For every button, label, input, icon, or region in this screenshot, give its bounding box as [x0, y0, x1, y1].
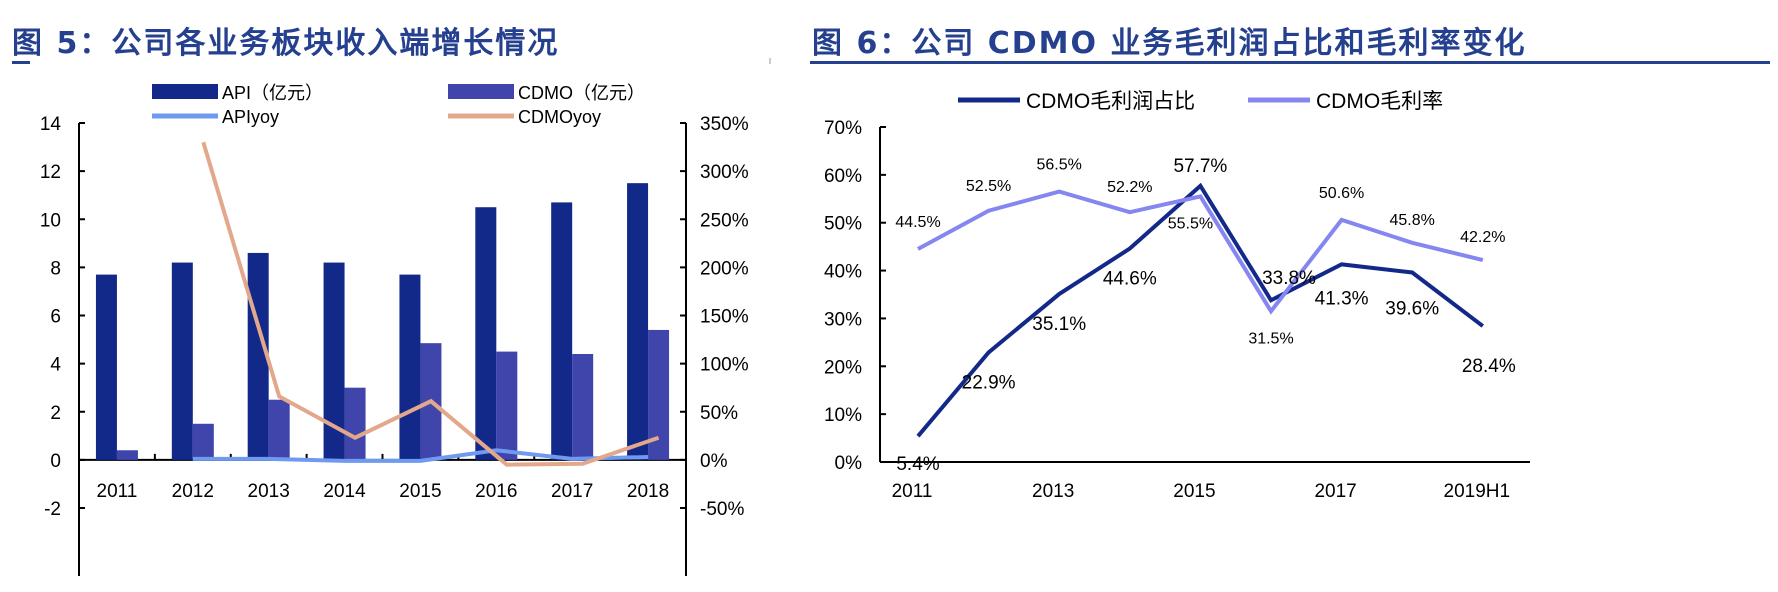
bar-cdmo [496, 351, 518, 460]
y-tick-label-left: -2 [44, 499, 61, 520]
data-label: 52.2% [1107, 179, 1152, 196]
bar-cdmo [192, 423, 214, 460]
y-tick-label: 10% [824, 405, 862, 426]
legend-label: APIyoy [222, 107, 279, 127]
bar-api [323, 262, 345, 460]
data-label: 55.5% [1168, 215, 1213, 232]
x-tick-label: 2016 [475, 481, 517, 502]
legend-label: API（亿元） [222, 83, 323, 103]
y-tick-label: 0% [835, 453, 863, 474]
legend-label: CDMO毛利率 [1316, 90, 1443, 113]
y-tick-label-left: 12 [40, 162, 61, 183]
left-chart: 14 12 10 8 6 4 2 0 -2 350% 300% 250% 200% 150% 100% 50%… [40, 83, 749, 576]
y-tick-label-left: 4 [50, 355, 61, 376]
chart-title-left: 图 5：公司各业务板块收入端增长情况 [12, 26, 560, 61]
y-tick-label-left: 10 [40, 210, 61, 231]
bar-api [475, 207, 497, 460]
y-tick-label-right: 350% [700, 114, 749, 135]
y-tick-label-right: 50% [700, 403, 738, 424]
chart-title-right: 图 6：公司 CDMO 业务毛利润占比和毛利率变化 [812, 26, 1527, 61]
y-tick-label: 70% [824, 118, 862, 139]
bar-cdmo [344, 387, 366, 460]
y-tick-label: 50% [824, 214, 862, 235]
y-tick-label-left: 0 [50, 451, 61, 472]
y-tick-label: 60% [824, 166, 862, 187]
y-tick-label-left: 2 [50, 403, 61, 424]
x-tick-label: 2013 [1032, 481, 1074, 502]
data-label: 5.4% [896, 454, 939, 475]
x-tick-label: 2018 [627, 481, 669, 502]
line-apiyoy [192, 448, 649, 463]
data-label: 44.5% [895, 214, 940, 231]
y-tick-label-right: 150% [700, 307, 749, 328]
data-label: 42.2% [1460, 229, 1505, 246]
data-label: 35.1% [1032, 314, 1086, 335]
line-gross-margin [917, 189, 1484, 315]
y-tick-label-right: 0% [700, 451, 728, 472]
bar-api [551, 202, 573, 460]
y-tick-label-left: 6 [50, 307, 61, 328]
data-label: 52.5% [966, 178, 1011, 195]
y-tick-label: 20% [824, 357, 862, 378]
y-tick-label-right: 300% [700, 162, 749, 183]
bar-cdmo [572, 354, 594, 460]
title-underline-right [810, 61, 1770, 64]
legend-label: CDMO毛利润占比 [1026, 90, 1195, 113]
bar-cdmo [268, 399, 290, 460]
data-label: 50.6% [1319, 185, 1364, 202]
y-tick-label-right: 100% [700, 355, 749, 376]
x-tick-label: 2014 [323, 481, 366, 502]
title-underline-left [12, 61, 30, 64]
line-gross-profit-share [916, 182, 1485, 438]
bar-api [171, 262, 193, 460]
x-tick-label: 2012 [172, 481, 214, 502]
legend-label: CDMOyoy [518, 107, 601, 127]
y-tick-label-left: 8 [50, 258, 61, 279]
right-chart: 70% 60% 50% 40% 30% 20% 10% 0% 2011 2013 2015 2017 2… [824, 90, 1530, 502]
bar-api [95, 274, 117, 460]
y-tick-label-left: 14 [40, 114, 62, 135]
line-cdmoyoy [201, 141, 660, 467]
bar-api [627, 183, 649, 460]
y-tick-label: 40% [824, 262, 862, 283]
x-tick-label: 2011 [892, 481, 933, 502]
data-label: 39.6% [1385, 298, 1439, 319]
data-label: 31.5% [1248, 330, 1293, 347]
x-tick-label: 2013 [248, 481, 290, 502]
data-label: 33.8% [1262, 268, 1316, 289]
bar-cdmo [116, 450, 138, 460]
data-label: 56.5% [1037, 157, 1082, 174]
bar-api [399, 274, 421, 460]
x-tick-label: 2011 [97, 481, 138, 502]
data-label: 57.7% [1173, 156, 1227, 177]
data-label: 44.6% [1103, 269, 1157, 290]
y-tick-label: 30% [824, 309, 862, 330]
data-label: 45.8% [1390, 212, 1435, 229]
bar-cdmo [648, 329, 670, 460]
legend-swatch [152, 84, 218, 99]
x-tick-label: 2017 [1314, 481, 1356, 502]
data-label: 22.9% [962, 372, 1016, 393]
legend-label: CDMO（亿元） [518, 83, 645, 103]
y-tick-label-right: -50% [700, 499, 744, 520]
y-tick-label-right: 250% [700, 210, 749, 231]
x-tick-label: 2015 [399, 481, 441, 502]
x-tick-label: 2015 [1173, 481, 1215, 502]
y-tick-label-right: 200% [700, 258, 749, 279]
legend-swatch [448, 84, 514, 99]
x-tick-label: 2017 [551, 481, 593, 502]
data-label: 28.4% [1462, 356, 1516, 377]
x-tick-label: 2019H1 [1444, 481, 1511, 502]
data-label: 41.3% [1315, 288, 1369, 309]
